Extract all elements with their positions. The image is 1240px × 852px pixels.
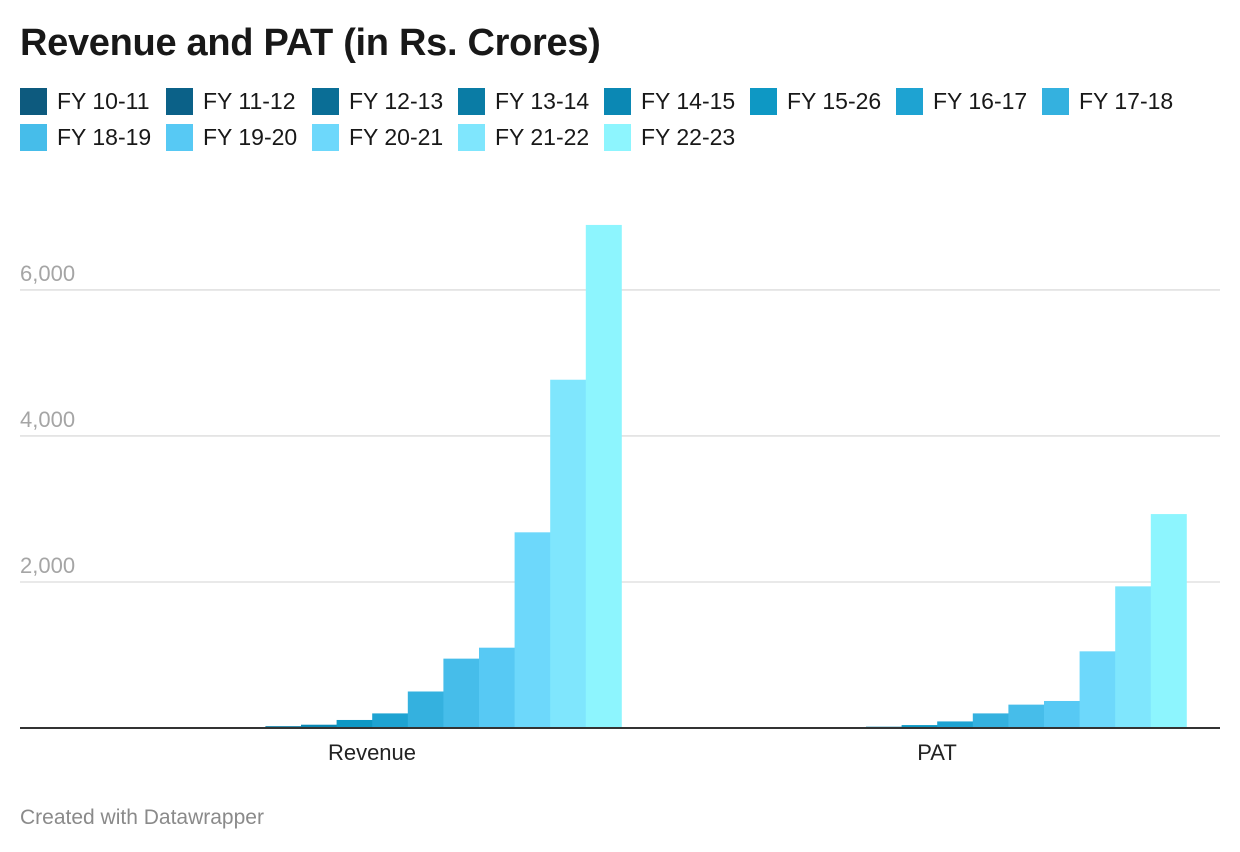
legend-swatch — [166, 88, 193, 115]
bar — [372, 713, 409, 728]
x-tick-label: PAT — [917, 740, 957, 765]
legend-swatch — [750, 88, 777, 115]
legend-swatch — [20, 124, 47, 151]
legend-swatch — [458, 88, 485, 115]
legend-swatch — [312, 124, 339, 151]
y-tick-label: 2,000 — [20, 553, 75, 578]
y-tick-label: 6,000 — [20, 261, 75, 286]
bar — [336, 719, 373, 728]
legend-label: FY 15-26 — [787, 88, 882, 114]
bar — [479, 647, 515, 728]
legend-swatch — [604, 88, 631, 115]
legend: FY 10-11 FY 11-12 FY 12-13 FY 13-14 FY 14-15… — [20, 88, 1220, 151]
legend-label: FY 10-11 — [57, 88, 150, 114]
bar — [1150, 514, 1187, 728]
bar — [1115, 586, 1152, 728]
bar — [301, 724, 337, 728]
legend-item: FY 15-26 — [750, 88, 896, 115]
legend-item: FY 12-13 — [312, 88, 458, 115]
bar — [1044, 700, 1080, 728]
legend-label: FY 22-23 — [641, 124, 736, 150]
legend-label: FY 12-13 — [349, 88, 444, 114]
bar — [1079, 651, 1116, 728]
x-tick-label: Revenue — [328, 740, 416, 765]
legend-item: FY 17-18 — [1042, 88, 1188, 115]
legend-item: FY 14-15 — [604, 88, 750, 115]
legend-item: FY 13-14 — [458, 88, 604, 115]
legend-label: FY 20-21 — [349, 124, 444, 150]
bar — [937, 721, 974, 728]
legend-item: FY 10-11 — [20, 88, 166, 115]
bar — [550, 379, 587, 728]
bar — [901, 725, 938, 728]
bar — [1008, 704, 1045, 728]
bar — [972, 713, 1009, 728]
bar — [443, 658, 480, 728]
legend-label: FY 17-18 — [1079, 88, 1174, 114]
chart-title: Revenue and PAT (in Rs. Crores) — [20, 22, 601, 64]
legend-swatch — [20, 88, 47, 115]
legend-item: FY 18-19 — [20, 124, 166, 151]
legend-item: FY 11-12 — [166, 88, 312, 115]
legend-label: FY 11-12 — [203, 88, 296, 114]
legend-item: FY 22-23 — [604, 124, 750, 151]
datawrapper-credit: Created with Datawrapper — [20, 806, 264, 829]
y-tick-label: 4,000 — [20, 407, 75, 432]
legend-swatch — [312, 88, 339, 115]
legend-swatch — [896, 88, 923, 115]
legend-label: FY 21-22 — [495, 124, 590, 150]
legend-label: FY 14-15 — [641, 88, 736, 114]
bar — [585, 224, 622, 729]
bar — [407, 691, 444, 728]
legend-item: FY 20-21 — [312, 124, 458, 151]
legend-swatch — [1042, 88, 1069, 115]
legend-swatch — [604, 124, 631, 151]
bar — [514, 532, 551, 728]
legend-label: FY 18-19 — [57, 124, 152, 150]
legend-item: FY 16-17 — [896, 88, 1042, 115]
legend-item: FY 19-20 — [166, 124, 312, 151]
legend-label: FY 13-14 — [495, 88, 590, 114]
legend-label: FY 16-17 — [933, 88, 1028, 114]
legend-swatch — [166, 124, 193, 151]
legend-swatch — [458, 124, 485, 151]
legend-label: FY 19-20 — [203, 124, 298, 150]
legend-item: FY 21-22 — [458, 124, 604, 151]
